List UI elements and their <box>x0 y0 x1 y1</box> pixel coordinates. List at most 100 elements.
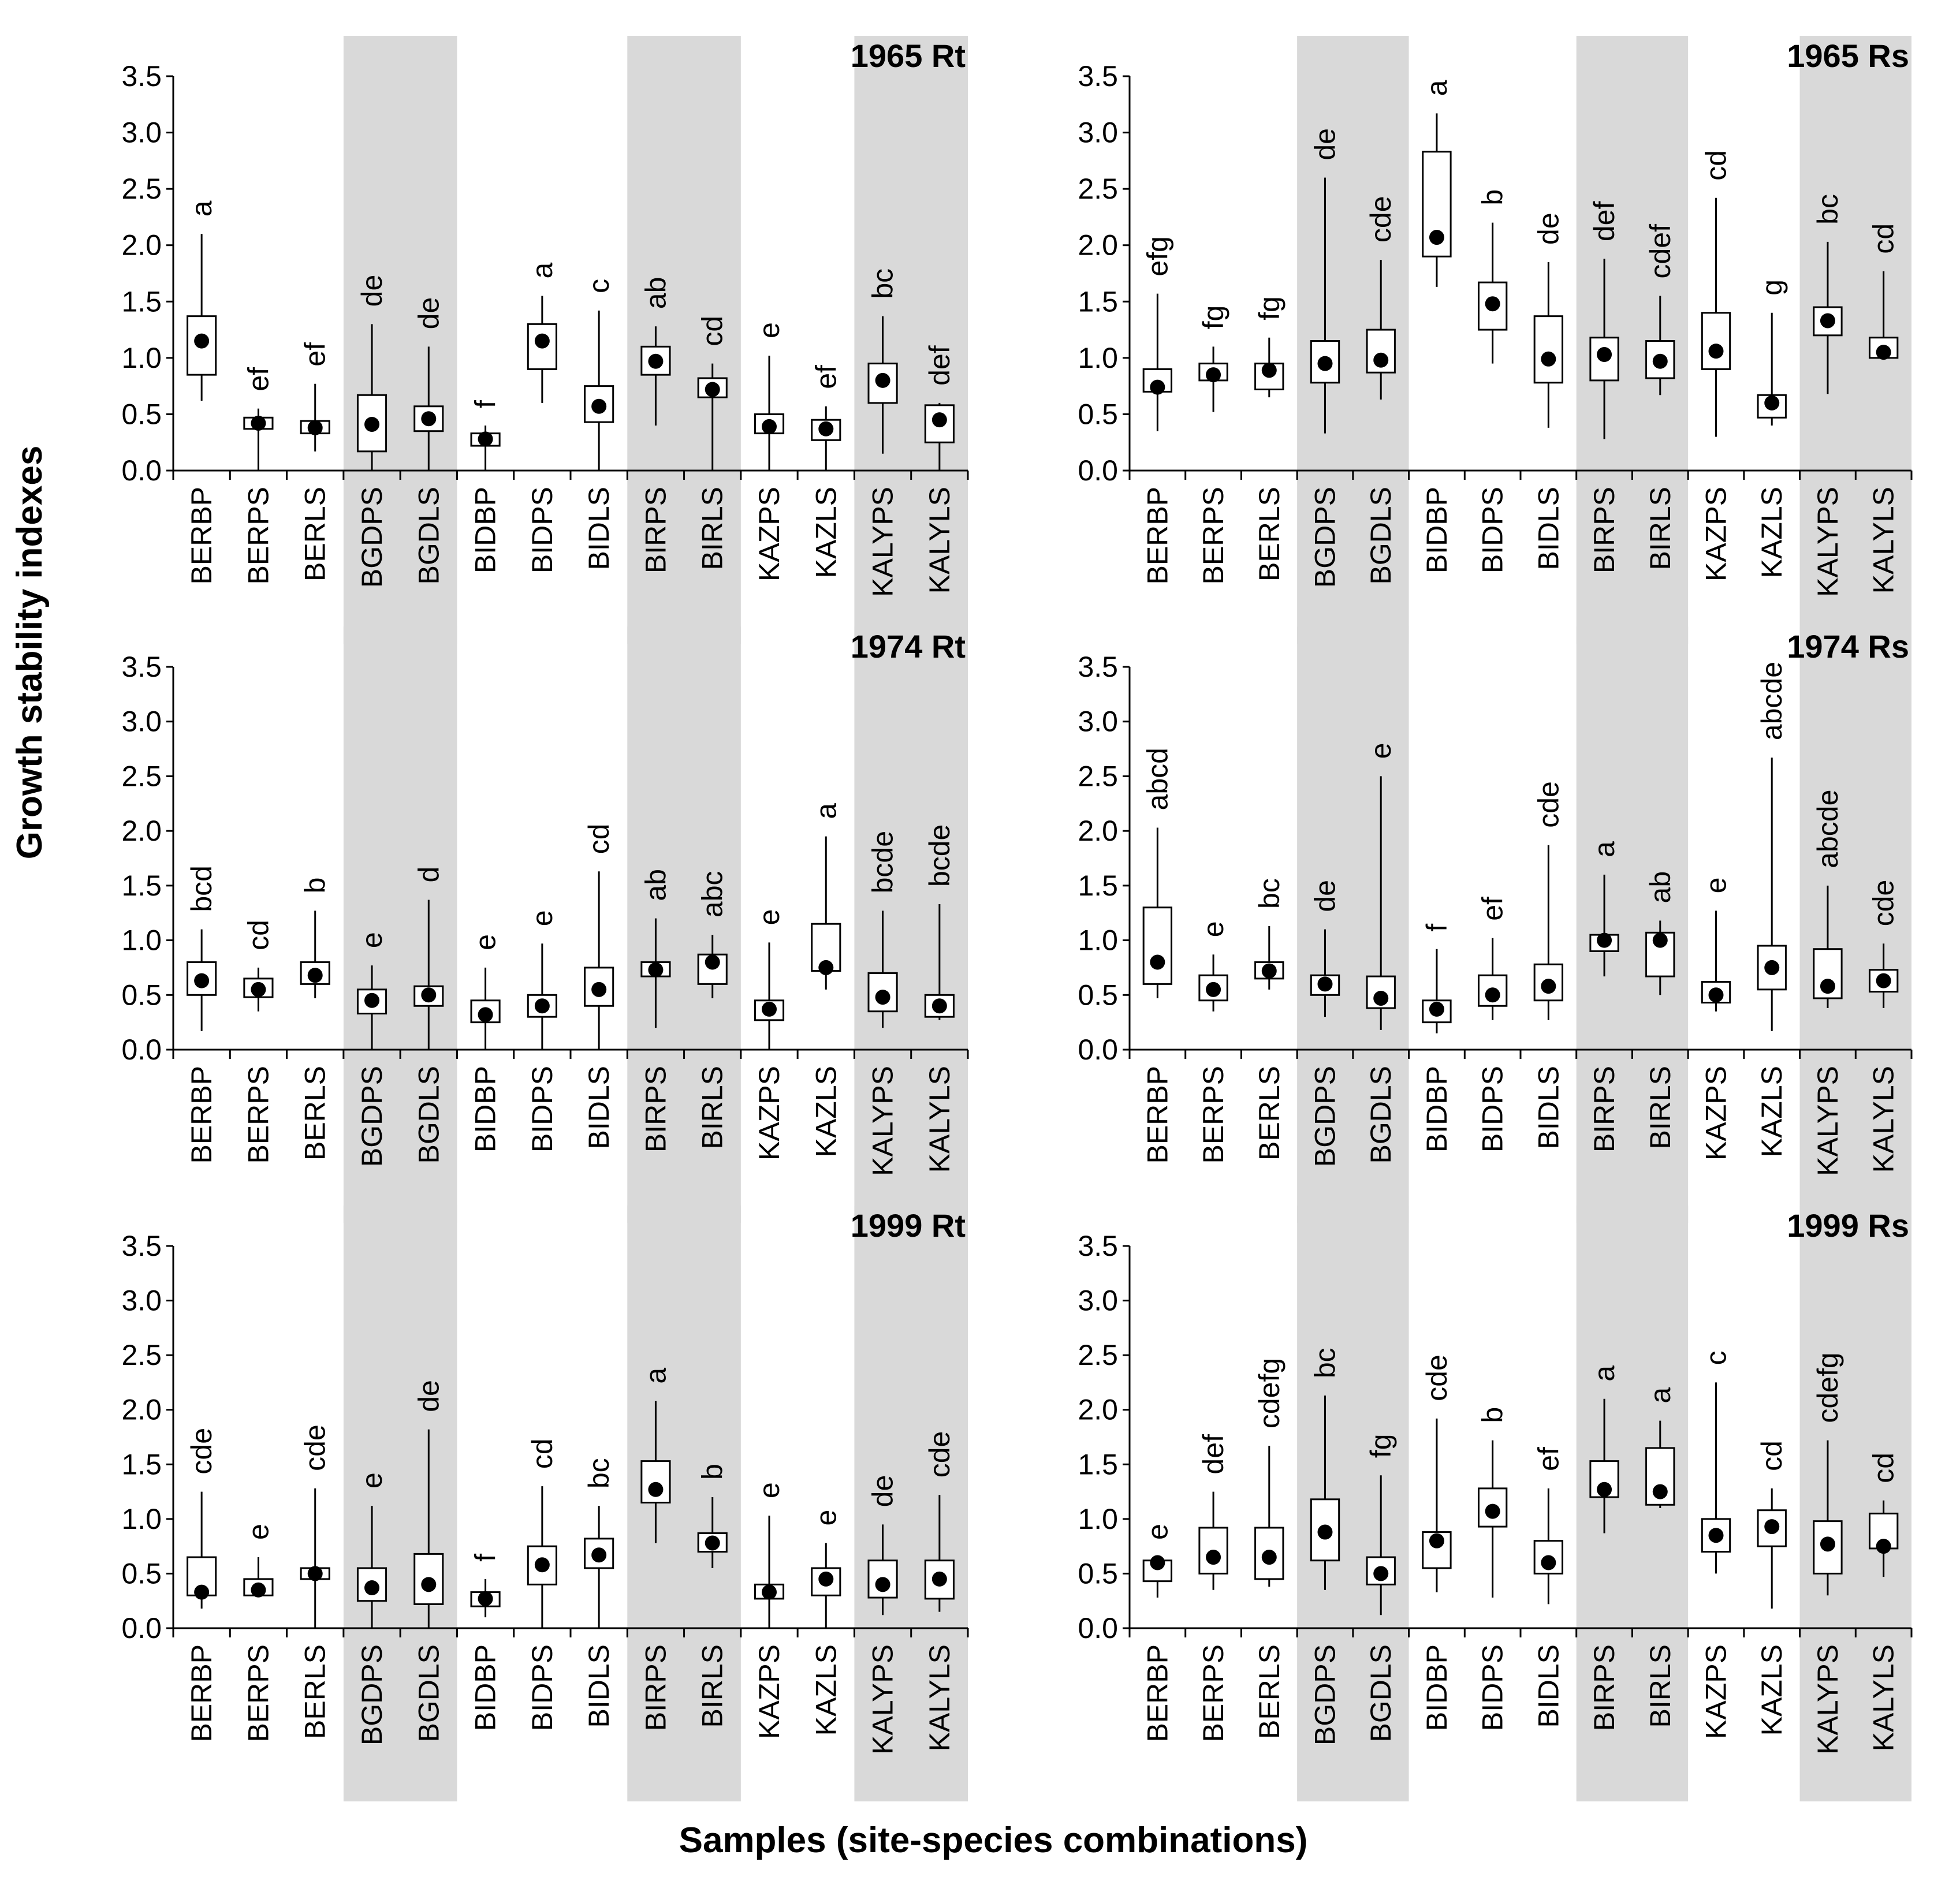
significance-letters: ef <box>242 367 274 391</box>
significance-letters: cd <box>583 823 615 854</box>
y-tick-label: 0.0 <box>1078 454 1118 487</box>
panel-title: 1965 Rt <box>851 38 966 74</box>
category-label: BERBP <box>1141 487 1173 585</box>
median-point <box>1764 1519 1780 1535</box>
median-point <box>1597 932 1612 948</box>
median-point <box>591 398 607 414</box>
category-label: KALYLS <box>1868 1066 1900 1173</box>
y-tick-label: 3.5 <box>121 1230 162 1262</box>
category-label: BIRLS <box>1644 1644 1676 1728</box>
significance-letters: a <box>526 263 558 279</box>
y-tick-label: 1.5 <box>1078 1448 1118 1480</box>
median-point <box>251 1582 266 1598</box>
median-point <box>251 982 266 997</box>
y-tick-label: 1.0 <box>121 1503 162 1535</box>
shaded-band <box>1576 626 1689 1223</box>
significance-letters: cde <box>1365 196 1397 242</box>
median-point <box>705 954 720 970</box>
y-tick-label: 1.0 <box>121 342 162 374</box>
median-point <box>1429 230 1444 245</box>
significance-letters: f <box>469 400 502 408</box>
category-label: BERPS <box>1197 1066 1229 1164</box>
shaded-band <box>627 36 741 644</box>
median-point <box>307 1566 323 1581</box>
median-point <box>1820 979 1835 994</box>
category-label: KALYPS <box>1812 487 1844 597</box>
median-point <box>1708 1528 1724 1543</box>
y-tick-label: 2.5 <box>121 760 162 792</box>
category-label: BGDLS <box>412 1644 445 1743</box>
median-point <box>931 998 947 1014</box>
category-label: KAZLS <box>1756 1066 1788 1157</box>
median-point <box>1485 987 1500 1003</box>
category-label: BIDLS <box>1532 487 1564 570</box>
category-label: BERPS <box>242 1066 274 1164</box>
y-tick-label: 2.0 <box>1078 1394 1118 1426</box>
shaded-band <box>1799 626 1911 1223</box>
significance-letters: efg <box>1141 236 1173 277</box>
y-tick-label: 2.5 <box>1078 173 1118 205</box>
significance-letters: e <box>753 1482 785 1498</box>
median-point <box>1261 363 1277 378</box>
significance-letters: cde <box>299 1424 331 1471</box>
median-point <box>364 992 379 1008</box>
y-tick-label: 3.0 <box>121 706 162 738</box>
category-label: BGDPS <box>1309 487 1342 588</box>
significance-letters: cde <box>1421 1355 1453 1401</box>
significance-letters: cd <box>696 316 729 346</box>
category-label: BIDLS <box>583 487 615 570</box>
median-point <box>762 1584 777 1600</box>
significance-letters: de <box>1532 212 1564 245</box>
category-label: BIRPS <box>639 487 672 573</box>
significance-letters: e <box>1365 743 1397 759</box>
category-label: BGDLS <box>412 487 445 585</box>
median-point <box>1150 379 1165 395</box>
y-tick-label: 3.0 <box>1078 706 1118 738</box>
category-label: BERLS <box>299 1644 331 1739</box>
shaded-band <box>1297 626 1409 1223</box>
shaded-band <box>343 626 457 1223</box>
category-label: BERPS <box>242 487 274 585</box>
significance-letters: bc <box>583 1458 615 1488</box>
significance-letters: bc <box>1812 194 1844 225</box>
significance-letters: b <box>696 1464 729 1480</box>
significance-letters: bcd <box>185 865 218 912</box>
median-point <box>1597 1482 1612 1497</box>
y-tick-label: 2.0 <box>121 1394 162 1426</box>
category-label: BIDLS <box>583 1066 615 1150</box>
y-tick-label: 0.5 <box>1078 979 1118 1011</box>
significance-letters: de <box>867 1475 899 1508</box>
iqr-box <box>1533 315 1564 384</box>
median-point <box>1652 1484 1668 1499</box>
significance-letters: a <box>1644 1387 1676 1404</box>
median-point <box>194 1584 210 1600</box>
y-tick-label: 0.5 <box>121 1557 162 1589</box>
significance-letters: cd <box>242 920 274 950</box>
median-point <box>1261 1550 1277 1565</box>
category-label: KAZLS <box>810 487 842 578</box>
median-point <box>194 333 210 349</box>
y-tick-label: 0.0 <box>1078 1612 1118 1644</box>
category-label: BGDLS <box>1365 1066 1397 1164</box>
median-point <box>1206 367 1221 383</box>
significance-letters: def <box>923 345 956 386</box>
shaded-band <box>343 36 457 644</box>
category-label: KALYLS <box>923 1066 956 1173</box>
shaded-band <box>627 1206 741 1801</box>
significance-letters: cd <box>1868 1453 1900 1483</box>
category-label: BIDLS <box>1532 1066 1564 1150</box>
category-label: BIRLS <box>1644 1066 1676 1150</box>
median-point <box>1764 960 1780 975</box>
median-point <box>307 968 323 983</box>
median-point <box>1317 976 1333 992</box>
median-point <box>762 419 777 434</box>
y-tick-label: 3.0 <box>121 1285 162 1317</box>
iqr-box <box>584 967 614 1007</box>
shaded-band <box>854 626 968 1223</box>
median-point <box>534 1557 550 1573</box>
median-point <box>1541 1555 1556 1570</box>
median-point <box>1541 351 1556 367</box>
iqr-box <box>1477 1487 1508 1528</box>
iqr-box <box>1366 329 1396 374</box>
category-label: KALYLS <box>1868 487 1900 594</box>
